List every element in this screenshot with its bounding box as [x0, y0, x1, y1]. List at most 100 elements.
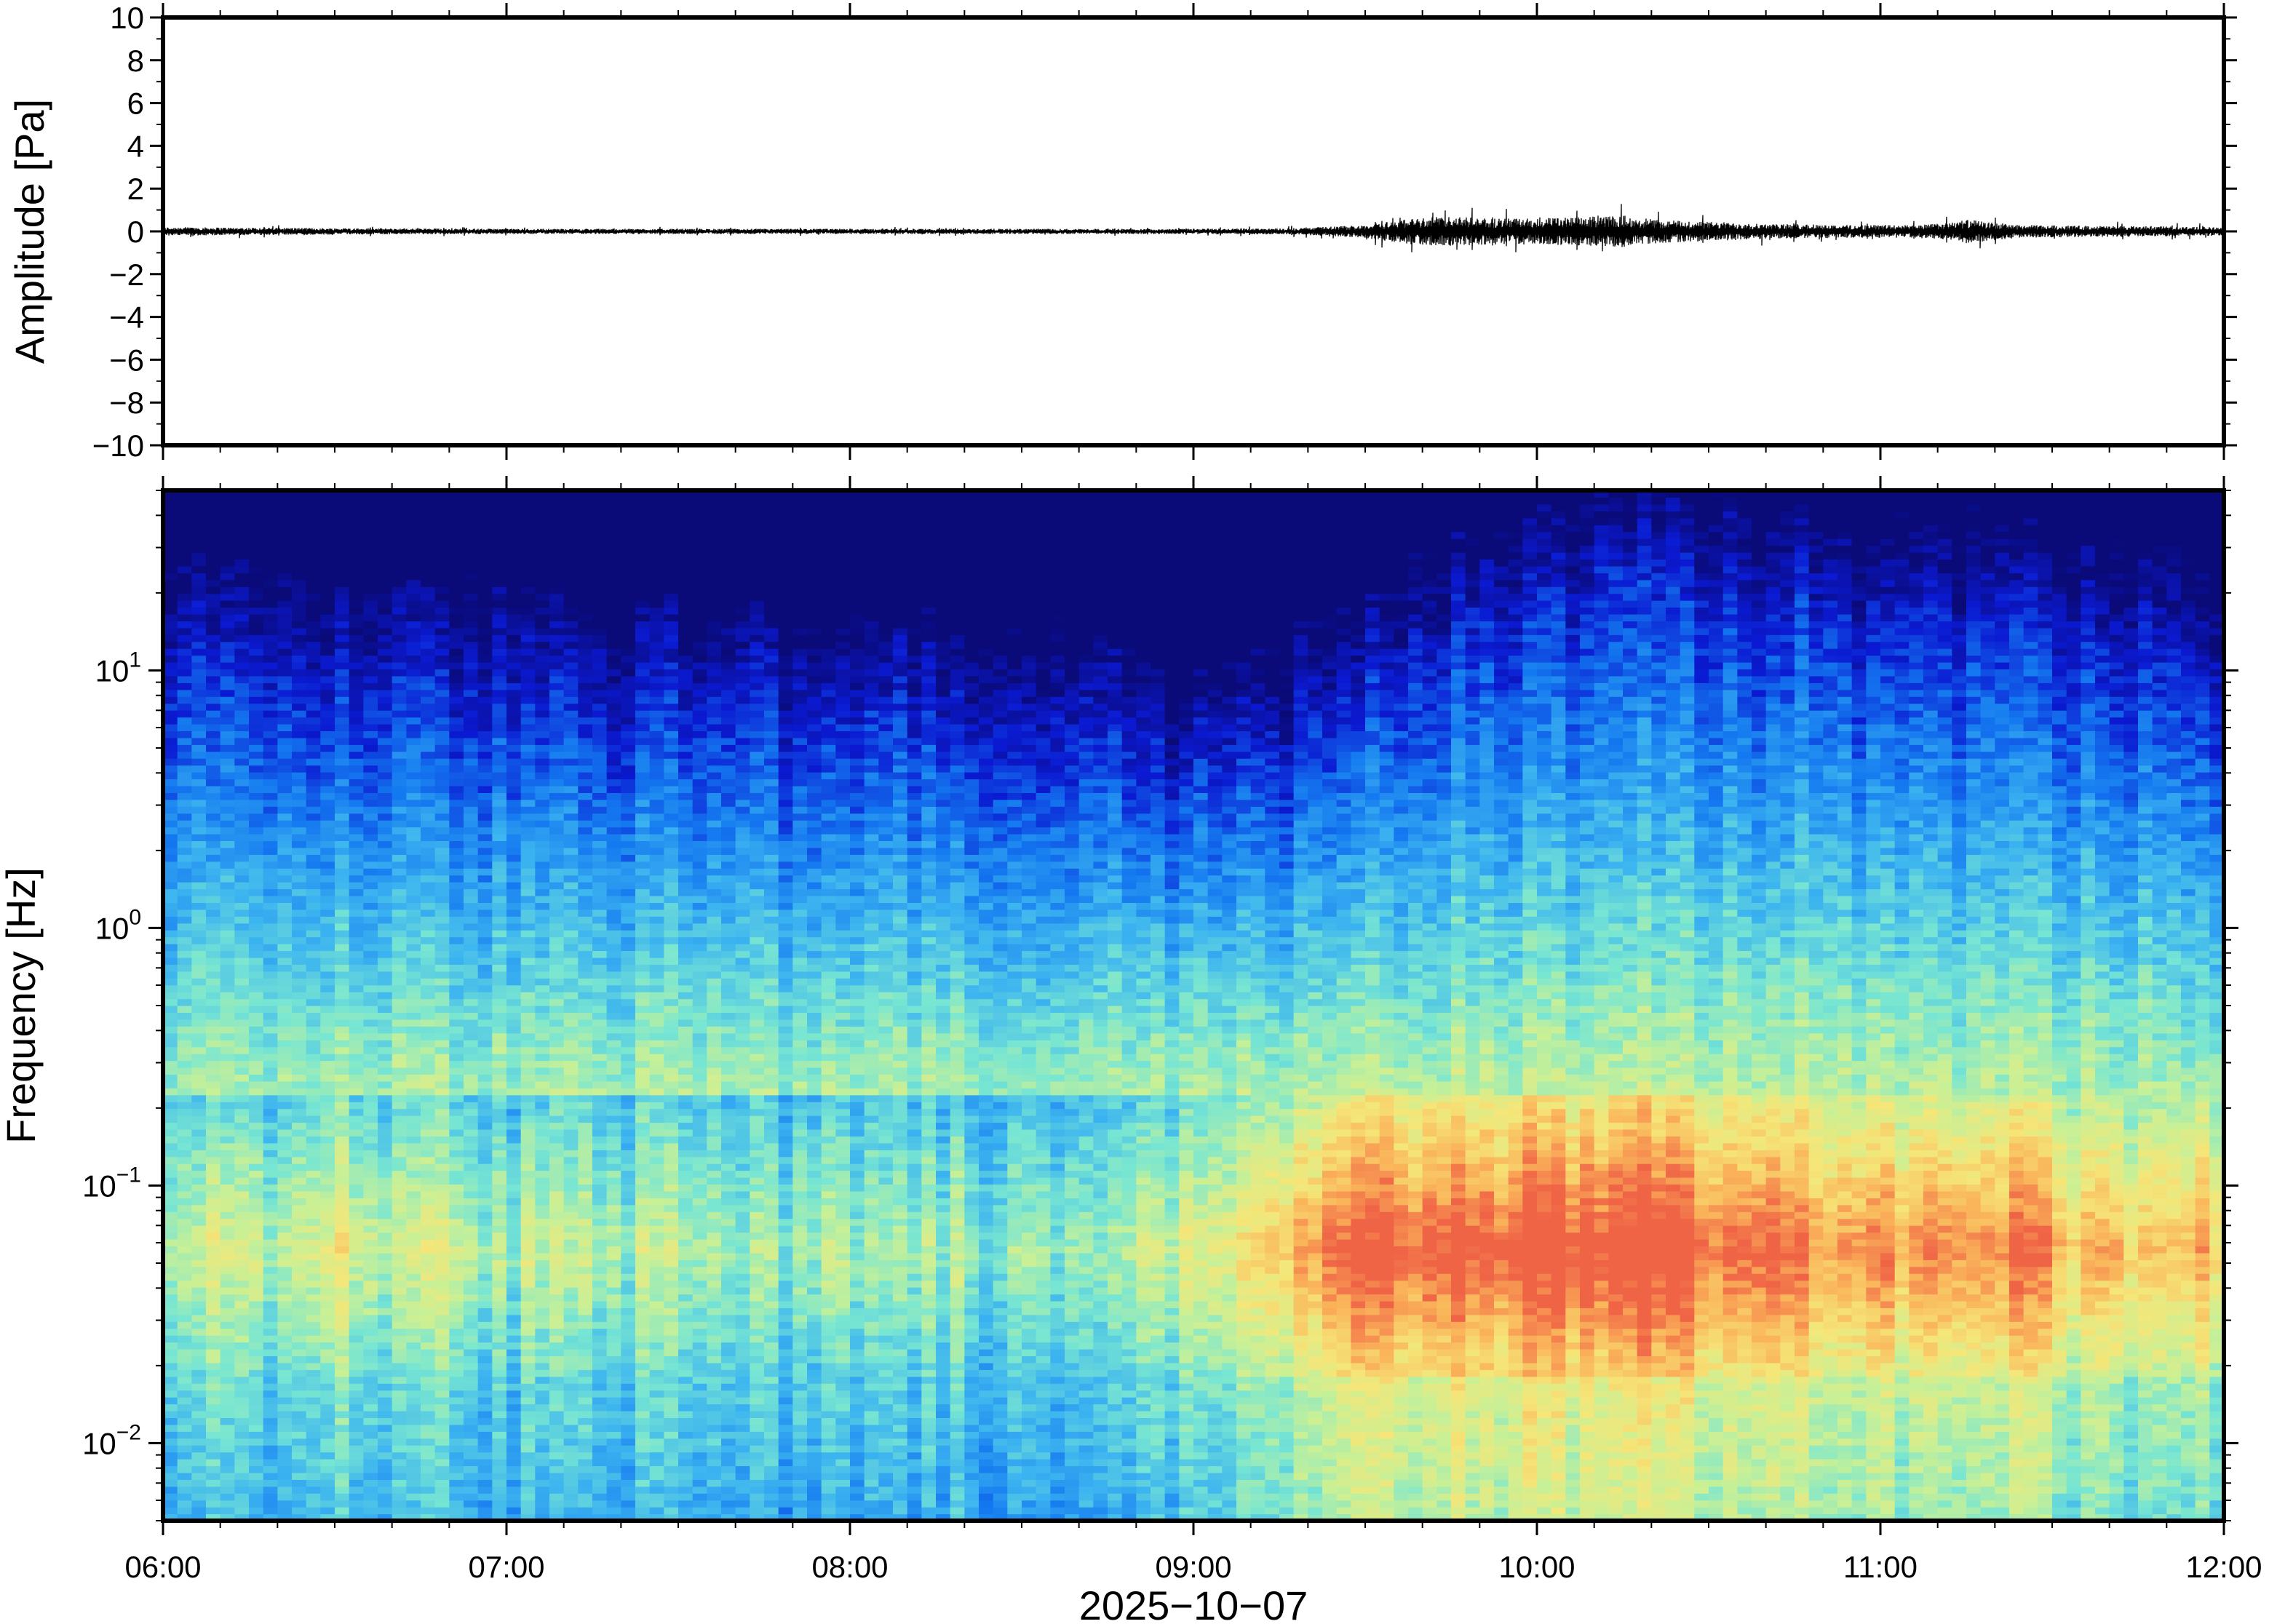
spectrogram-cell	[320, 1349, 335, 1356]
spectrogram-cell	[506, 820, 521, 827]
spectrogram-cell	[263, 902, 278, 909]
spectrogram-cell	[535, 1095, 549, 1102]
spectrogram-cell	[406, 1047, 421, 1054]
spectrogram-cell	[220, 600, 235, 608]
spectrogram-cell	[549, 1047, 564, 1054]
spectrogram-cell	[163, 1211, 178, 1219]
spectrogram-cell	[234, 971, 249, 979]
spectrogram-cell	[206, 1397, 220, 1404]
spectrogram-cell	[263, 559, 278, 566]
spectrogram-cell	[421, 1452, 435, 1460]
spectrogram-cell	[292, 744, 306, 752]
spectrogram-cell	[506, 744, 521, 752]
spectrogram-cell	[449, 1143, 464, 1150]
spectrogram-cell	[435, 834, 450, 841]
spectrogram-cell	[335, 1294, 349, 1301]
spectrogram-cell	[521, 628, 536, 635]
spectrogram-cell	[234, 868, 249, 875]
spectrogram-cell	[349, 1205, 364, 1212]
spectrogram-cell	[478, 1061, 493, 1068]
spectrogram-cell	[549, 902, 564, 909]
spectrogram-cell	[335, 1307, 349, 1315]
spectrogram-cell	[578, 710, 592, 717]
spectrogram-cell	[549, 1363, 564, 1370]
spectrogram-cell	[378, 1233, 392, 1240]
spectrogram-cell	[220, 1191, 235, 1198]
spectrogram-cell	[549, 511, 564, 518]
spectrogram-cell	[249, 1136, 263, 1143]
spectrogram-cell	[449, 1363, 464, 1370]
spectrogram-cell	[506, 1191, 521, 1198]
spectrogram-cell	[163, 504, 178, 512]
spectrogram-cell	[406, 1219, 421, 1226]
spectrogram-cell	[535, 538, 549, 546]
spectrogram-cell	[249, 930, 263, 937]
spectrogram-cell	[178, 971, 192, 979]
spectrogram-cell	[521, 1219, 536, 1226]
spectrogram-cell	[592, 1507, 607, 1514]
spectrogram-cell	[178, 1507, 192, 1514]
spectrogram-cell	[549, 648, 564, 656]
spectrogram-cell	[363, 1307, 378, 1315]
spectrogram-cell	[277, 731, 292, 738]
spectrogram-cell	[492, 1431, 506, 1438]
spectrogram-cell	[320, 642, 335, 649]
spectrogram-cell	[292, 1287, 306, 1294]
spectrogram-cell	[506, 676, 521, 683]
spectrogram-cell	[421, 1019, 435, 1027]
spectrogram-cell	[220, 1281, 235, 1288]
spectrogram-cell	[578, 731, 592, 738]
spectrogram-cell	[191, 1377, 206, 1384]
spectrogram-cell	[578, 1191, 592, 1198]
spectrogram-cell	[220, 1150, 235, 1157]
spectrogram-cell	[277, 1115, 292, 1123]
spectrogram-cell	[320, 1383, 335, 1390]
spectrogram-cell	[378, 1246, 392, 1253]
spectrogram-cell	[406, 1225, 421, 1233]
spectrogram-cell	[607, 1219, 621, 1226]
spectrogram-cell	[449, 1233, 464, 1240]
spectrogram-cell	[621, 1171, 635, 1178]
spectrogram-cell	[335, 1081, 349, 1088]
spectrogram-cell	[363, 806, 378, 813]
spectrogram-cell	[578, 690, 592, 697]
spectrogram-cell	[449, 1033, 464, 1040]
spectrogram-cell	[549, 792, 564, 800]
spectrogram-cell	[578, 704, 592, 711]
spectrogram-cell	[392, 1115, 407, 1123]
spectrogram-cell	[492, 1500, 506, 1508]
spectrogram-cell	[392, 806, 407, 813]
spectrogram-cell	[292, 786, 306, 793]
spectrogram-cell	[421, 1383, 435, 1390]
spectrogram-cell	[178, 978, 192, 985]
spectrogram-cell	[163, 944, 178, 951]
spectrogram-cell	[449, 1321, 464, 1329]
spectrogram-cell	[191, 724, 206, 731]
spectrogram-cell	[163, 1493, 178, 1500]
spectrogram-cell	[592, 1198, 607, 1205]
spectrogram-cell	[392, 518, 407, 525]
spectrogram-cell	[178, 1307, 192, 1315]
spectrogram-cell	[178, 1136, 192, 1143]
spectrogram-cell	[406, 497, 421, 504]
spectrogram-cell	[478, 820, 493, 827]
spectrogram-cell	[506, 964, 521, 971]
spectrogram-cell	[234, 724, 249, 731]
spectrogram-cell	[220, 1246, 235, 1253]
spectrogram-cell	[535, 1287, 549, 1294]
spectrogram-cell	[435, 1095, 450, 1102]
spectrogram-cell	[549, 992, 564, 999]
spectrogram-cell	[478, 1267, 493, 1274]
spectrogram-cell	[363, 1191, 378, 1198]
spectrogram-cell	[492, 820, 506, 827]
spectrogram-cell	[335, 1033, 349, 1040]
spectrogram-cell	[421, 923, 435, 931]
spectrogram-cell	[234, 690, 249, 697]
spectrogram-cell	[607, 848, 621, 855]
spectrogram-cell	[521, 1301, 536, 1308]
spectrogram-cell	[564, 546, 579, 553]
spectrogram-cell	[191, 1445, 206, 1452]
spectrogram-cell	[234, 656, 249, 663]
spectrogram-cell	[378, 1019, 392, 1027]
spectrogram-cell	[435, 1267, 450, 1274]
